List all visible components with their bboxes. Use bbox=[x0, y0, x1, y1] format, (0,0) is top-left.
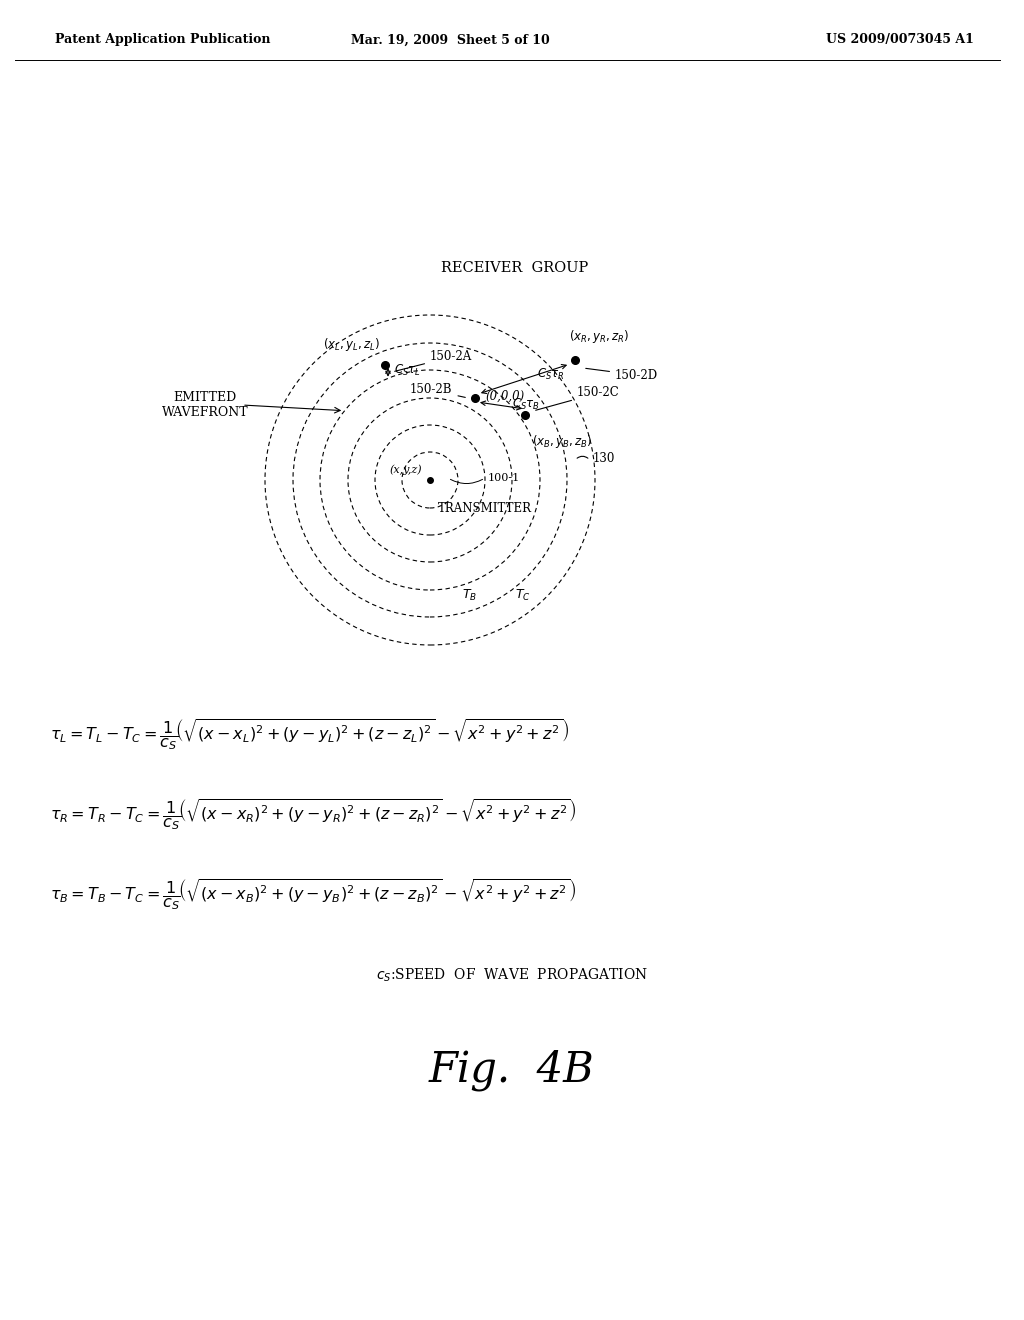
Text: $\tau_R=T_R-T_C=\dfrac{1}{c_S}\!\left(\sqrt{(x-x_R)^2+(y-y_R)^2+(z-z_R)^2}-\sqrt: $\tau_R=T_R-T_C=\dfrac{1}{c_S}\!\left(\s… bbox=[50, 797, 577, 833]
Text: 130: 130 bbox=[593, 451, 615, 465]
Text: US 2009/0073045 A1: US 2009/0073045 A1 bbox=[826, 33, 974, 46]
Text: $(x_L,y_L,z_L)$: $(x_L,y_L,z_L)$ bbox=[323, 337, 380, 352]
Text: 150-2C: 150-2C bbox=[536, 387, 620, 411]
Text: Patent Application Publication: Patent Application Publication bbox=[55, 33, 270, 46]
Text: $(x_R,y_R,z_R)$: $(x_R,y_R,z_R)$ bbox=[569, 327, 630, 345]
Text: $(x_B,y_B,z_B)$: $(x_B,y_B,z_B)$ bbox=[532, 433, 592, 450]
Text: 150-2B: 150-2B bbox=[410, 384, 465, 397]
Text: $\tau_B=T_B-T_C=\dfrac{1}{c_S}\!\left(\sqrt{(x-x_B)^2+(y-y_B)^2+(z-z_B)^2}-\sqrt: $\tau_B=T_B-T_C=\dfrac{1}{c_S}\!\left(\s… bbox=[50, 878, 577, 912]
Text: $c_S$:SPEED  OF  WAVE  PROPAGATION: $c_S$:SPEED OF WAVE PROPAGATION bbox=[376, 966, 648, 983]
Text: 150-2A: 150-2A bbox=[394, 351, 472, 371]
Text: Mar. 19, 2009  Sheet 5 of 10: Mar. 19, 2009 Sheet 5 of 10 bbox=[350, 33, 549, 46]
Text: (x,y,z): (x,y,z) bbox=[389, 465, 422, 475]
Text: $T_C$: $T_C$ bbox=[515, 587, 530, 603]
Text: $T_B$: $T_B$ bbox=[462, 587, 477, 603]
Text: RECEIVER  GROUP: RECEIVER GROUP bbox=[441, 261, 589, 275]
Text: $C_S\tau_R$: $C_S\tau_R$ bbox=[537, 367, 565, 381]
Text: $C_S\tau_L$: $C_S\tau_L$ bbox=[394, 363, 421, 378]
Text: (0,0,0): (0,0,0) bbox=[485, 389, 524, 403]
Text: $\tau_L=T_L-T_C=\dfrac{1}{c_S}\!\left(\sqrt{(x-x_L)^2+(y-y_L)^2+(z-z_L)^2}-\sqrt: $\tau_L=T_L-T_C=\dfrac{1}{c_S}\!\left(\s… bbox=[50, 718, 569, 752]
Text: TRANSMITTER: TRANSMITTER bbox=[438, 502, 532, 515]
Text: EMITTED
WAVEFRONT: EMITTED WAVEFRONT bbox=[162, 391, 248, 418]
Text: 150-2D: 150-2D bbox=[586, 368, 658, 381]
Text: 100-1: 100-1 bbox=[488, 473, 520, 483]
Text: Fig.  4B: Fig. 4B bbox=[429, 1049, 595, 1092]
Text: $C_S\tau_B$: $C_S\tau_B$ bbox=[512, 397, 540, 412]
